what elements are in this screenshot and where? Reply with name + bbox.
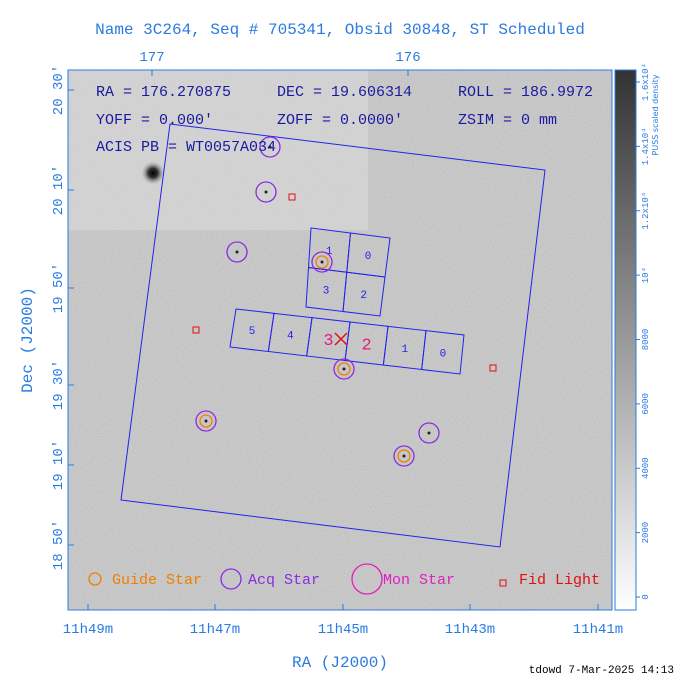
chip-label: 0 [365, 251, 372, 263]
info-text: ACIS PB = WT0057A034 [96, 139, 276, 156]
y-tick-label: 19 50' [51, 263, 67, 313]
star-dot [235, 250, 239, 254]
acis-s: 5 4 3 2 1 0 [229, 308, 465, 375]
title: Name 3C264, Seq # 705341, Obsid 30848, S… [95, 21, 585, 39]
acis-i: 1 0 3 2 [305, 227, 391, 317]
y-axis-label: Dec (J2000) [19, 287, 37, 393]
guide-star [337, 362, 351, 376]
guide-star [199, 414, 213, 428]
info-text: ZSIM = 0 mm [458, 112, 557, 129]
chip-label: 2 [361, 336, 371, 355]
colorbar-tick-label: 2000 [641, 522, 651, 544]
footer: tdowd 7-Mar-2025 14:13 [529, 665, 674, 677]
chip-label: 1 [401, 344, 408, 356]
acq-star [255, 181, 277, 203]
colorbar-label: PUSS scaled density [651, 74, 660, 155]
x-tick-label: 11h49m [63, 622, 113, 638]
star-dot [204, 419, 208, 423]
chip [342, 271, 386, 317]
chip-label: 3 [323, 332, 333, 351]
stars [192, 136, 497, 467]
legend-label: Acq Star [248, 572, 320, 589]
y-tick-label: 19 30' [51, 360, 67, 410]
colorbar-tick-label: 10⁴ [640, 267, 651, 283]
x-tick-label: 11h45m [318, 622, 368, 638]
acq-star [259, 136, 281, 158]
top-tick-label: 176 [395, 50, 420, 66]
fid-light [489, 364, 497, 372]
star-dot [320, 260, 324, 264]
guide-star [315, 255, 329, 269]
colorbar-tick-label: 4000 [641, 457, 651, 479]
colorbar-tick-label: 6000 [641, 393, 651, 415]
star-dot [268, 145, 272, 149]
colorbar-tick-label: 1.4x10⁴ [640, 127, 651, 165]
legend-symbol [88, 572, 102, 586]
acq-star [226, 241, 248, 263]
acq-star [333, 358, 355, 380]
plot-frame [67, 69, 613, 611]
info-text: ZOFF = 0.0000' [277, 112, 403, 129]
info-text: RA = 176.270875 [96, 84, 231, 101]
x-tick-label: 11h41m [573, 622, 623, 638]
legend-label: Fid Light [519, 572, 600, 589]
acq-star [393, 445, 415, 467]
x-tick-label: 11h47m [190, 622, 240, 638]
legend-label: Mon Star [383, 572, 455, 589]
legend-label: Guide Star [112, 572, 202, 589]
fid-light [192, 326, 200, 334]
glow [68, 70, 368, 230]
colorbar-tick-label: 0 [641, 594, 651, 599]
chip-label: 5 [249, 326, 256, 338]
top-tick-label: 177 [139, 50, 164, 66]
info-text: YOFF = 0.000' [96, 112, 213, 129]
star-dot [402, 454, 406, 458]
galaxy [141, 161, 165, 185]
chip [421, 330, 465, 375]
x-axis-label: RA (J2000) [292, 654, 388, 672]
chip-label: 2 [360, 290, 367, 302]
colorbar-tick-label: 1.2x10⁴ [640, 192, 651, 230]
chip-label: 3 [323, 286, 330, 298]
legend-symbol [220, 568, 242, 590]
aimpoint [334, 332, 348, 346]
guide-star [397, 449, 411, 463]
info-text: ROLL = 186.9972 [458, 84, 593, 101]
legend-symbol [351, 563, 383, 595]
star-dot [427, 431, 431, 435]
star-dot [264, 190, 268, 194]
legend-symbol [499, 579, 507, 587]
acq-star [195, 410, 217, 432]
y-tick-label: 20 30' [51, 65, 67, 115]
star-dot [342, 367, 346, 371]
x-tick-label: 11h43m [445, 622, 495, 638]
info-text: DEC = 19.606314 [277, 84, 412, 101]
chip-label: 4 [287, 331, 294, 343]
y-tick-label: 19 10' [51, 440, 67, 490]
colorbar [614, 69, 637, 611]
colorbar-tick-label: 8000 [641, 329, 651, 351]
colorbar-tick-label: 1.6x10⁴ [640, 63, 651, 101]
acq-star [311, 251, 333, 273]
field-box [120, 123, 546, 548]
acq-star [418, 422, 440, 444]
chip-label: 0 [440, 348, 447, 360]
y-tick-label: 20 10' [51, 165, 67, 215]
fid-light [288, 193, 296, 201]
y-tick-label: 18 50' [51, 520, 67, 570]
chip-label: 1 [326, 246, 333, 258]
